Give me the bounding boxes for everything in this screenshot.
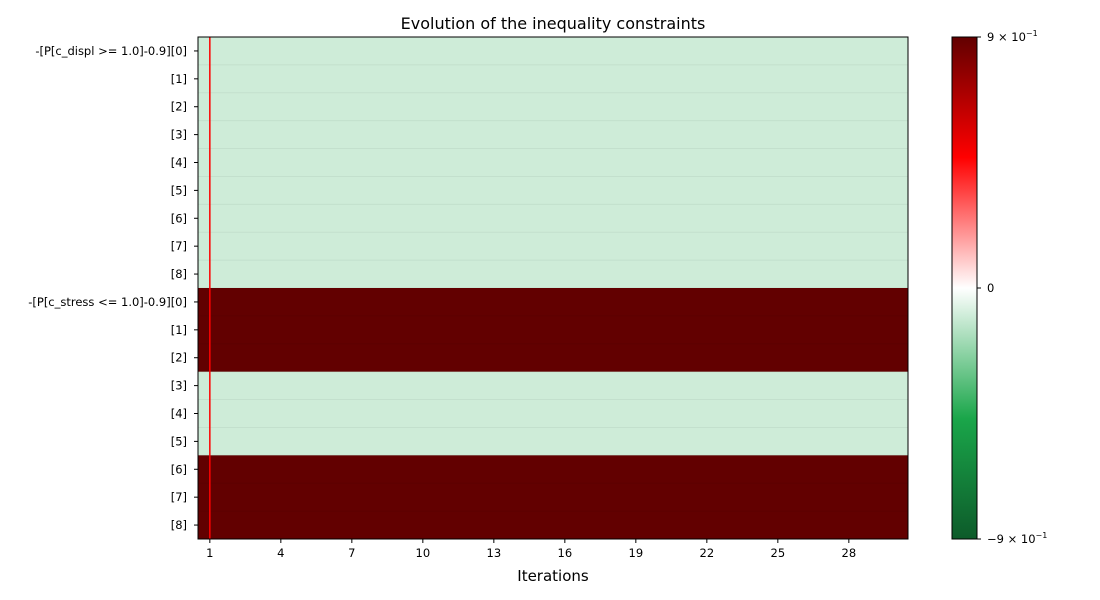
x-tick-label: 22 (700, 546, 715, 560)
heatmap-row (198, 148, 908, 177)
row-label: [1] (171, 323, 187, 337)
row-label: [3] (171, 128, 187, 142)
row-label: [4] (171, 156, 187, 170)
x-tick-label: 4 (277, 546, 284, 560)
heatmap-row (198, 455, 908, 484)
colorbar-labels: 9 × 10−1 0 −9 × 10−1 (977, 29, 1047, 546)
row-label: [6] (171, 211, 187, 225)
x-tick-label: 19 (629, 546, 644, 560)
x-axis-label: Iterations (517, 567, 589, 585)
heatmap-row (198, 120, 908, 150)
x-tick-label: 7 (348, 546, 355, 560)
row-label: [6] (171, 462, 187, 476)
heatmap-row (198, 260, 908, 289)
row-labels: -[P[c_displ >= 1.0]-0.9][0] [1] [2] [3] [4] [… (28, 44, 198, 532)
x-tick-label: 13 (487, 546, 502, 560)
colorbar (951, 36, 978, 540)
chart-title: Evolution of the inequality constraints (401, 14, 706, 33)
row-label: [5] (171, 183, 187, 197)
row-label: [7] (171, 239, 187, 253)
row-label: [2] (171, 100, 187, 114)
x-tick-label: 28 (842, 546, 857, 560)
colorbar-tick-label: 9 × 10−1 (987, 29, 1038, 44)
heatmap-row (198, 427, 908, 456)
x-tick-label: 25 (771, 546, 786, 560)
row-label: [8] (171, 267, 187, 281)
x-tick-label: 10 (416, 546, 431, 560)
row-label: [3] (171, 379, 187, 393)
row-label: [1] (171, 72, 187, 86)
heatmap-row (198, 288, 908, 317)
heatmap-cells (198, 37, 908, 540)
heatmap-row (198, 483, 908, 512)
heatmap-row (198, 176, 908, 205)
heatmap-row (198, 64, 908, 94)
row-label: [2] (171, 351, 187, 365)
row-label: -[P[c_displ >= 1.0]-0.9][0] (35, 44, 187, 58)
row-label: [5] (171, 434, 187, 448)
heatmap-row (198, 204, 908, 233)
x-tick-label: 1 (206, 546, 213, 560)
row-label: [8] (171, 518, 187, 532)
heatmap-row (198, 315, 908, 345)
heatmap-row (198, 399, 908, 428)
x-tick-label: 16 (558, 546, 573, 560)
heatmap-row (198, 232, 908, 261)
row-label: [4] (171, 407, 187, 421)
heatmap-row (198, 92, 908, 122)
heatmap-row (198, 37, 908, 66)
heatmap-row (198, 511, 908, 540)
x-axis-ticks: 1 4 7 10 13 16 19 22 25 28 (206, 539, 856, 560)
colorbar-tick-label: 0 (987, 281, 994, 295)
row-label: -[P[c_stress <= 1.0]-0.9][0] (28, 295, 187, 309)
plot-frame (197, 36, 909, 540)
row-label: [7] (171, 490, 187, 504)
heatmap-row (198, 371, 908, 401)
heatmap-row (198, 343, 908, 373)
colorbar-tick-label: −9 × 10−1 (987, 531, 1047, 546)
